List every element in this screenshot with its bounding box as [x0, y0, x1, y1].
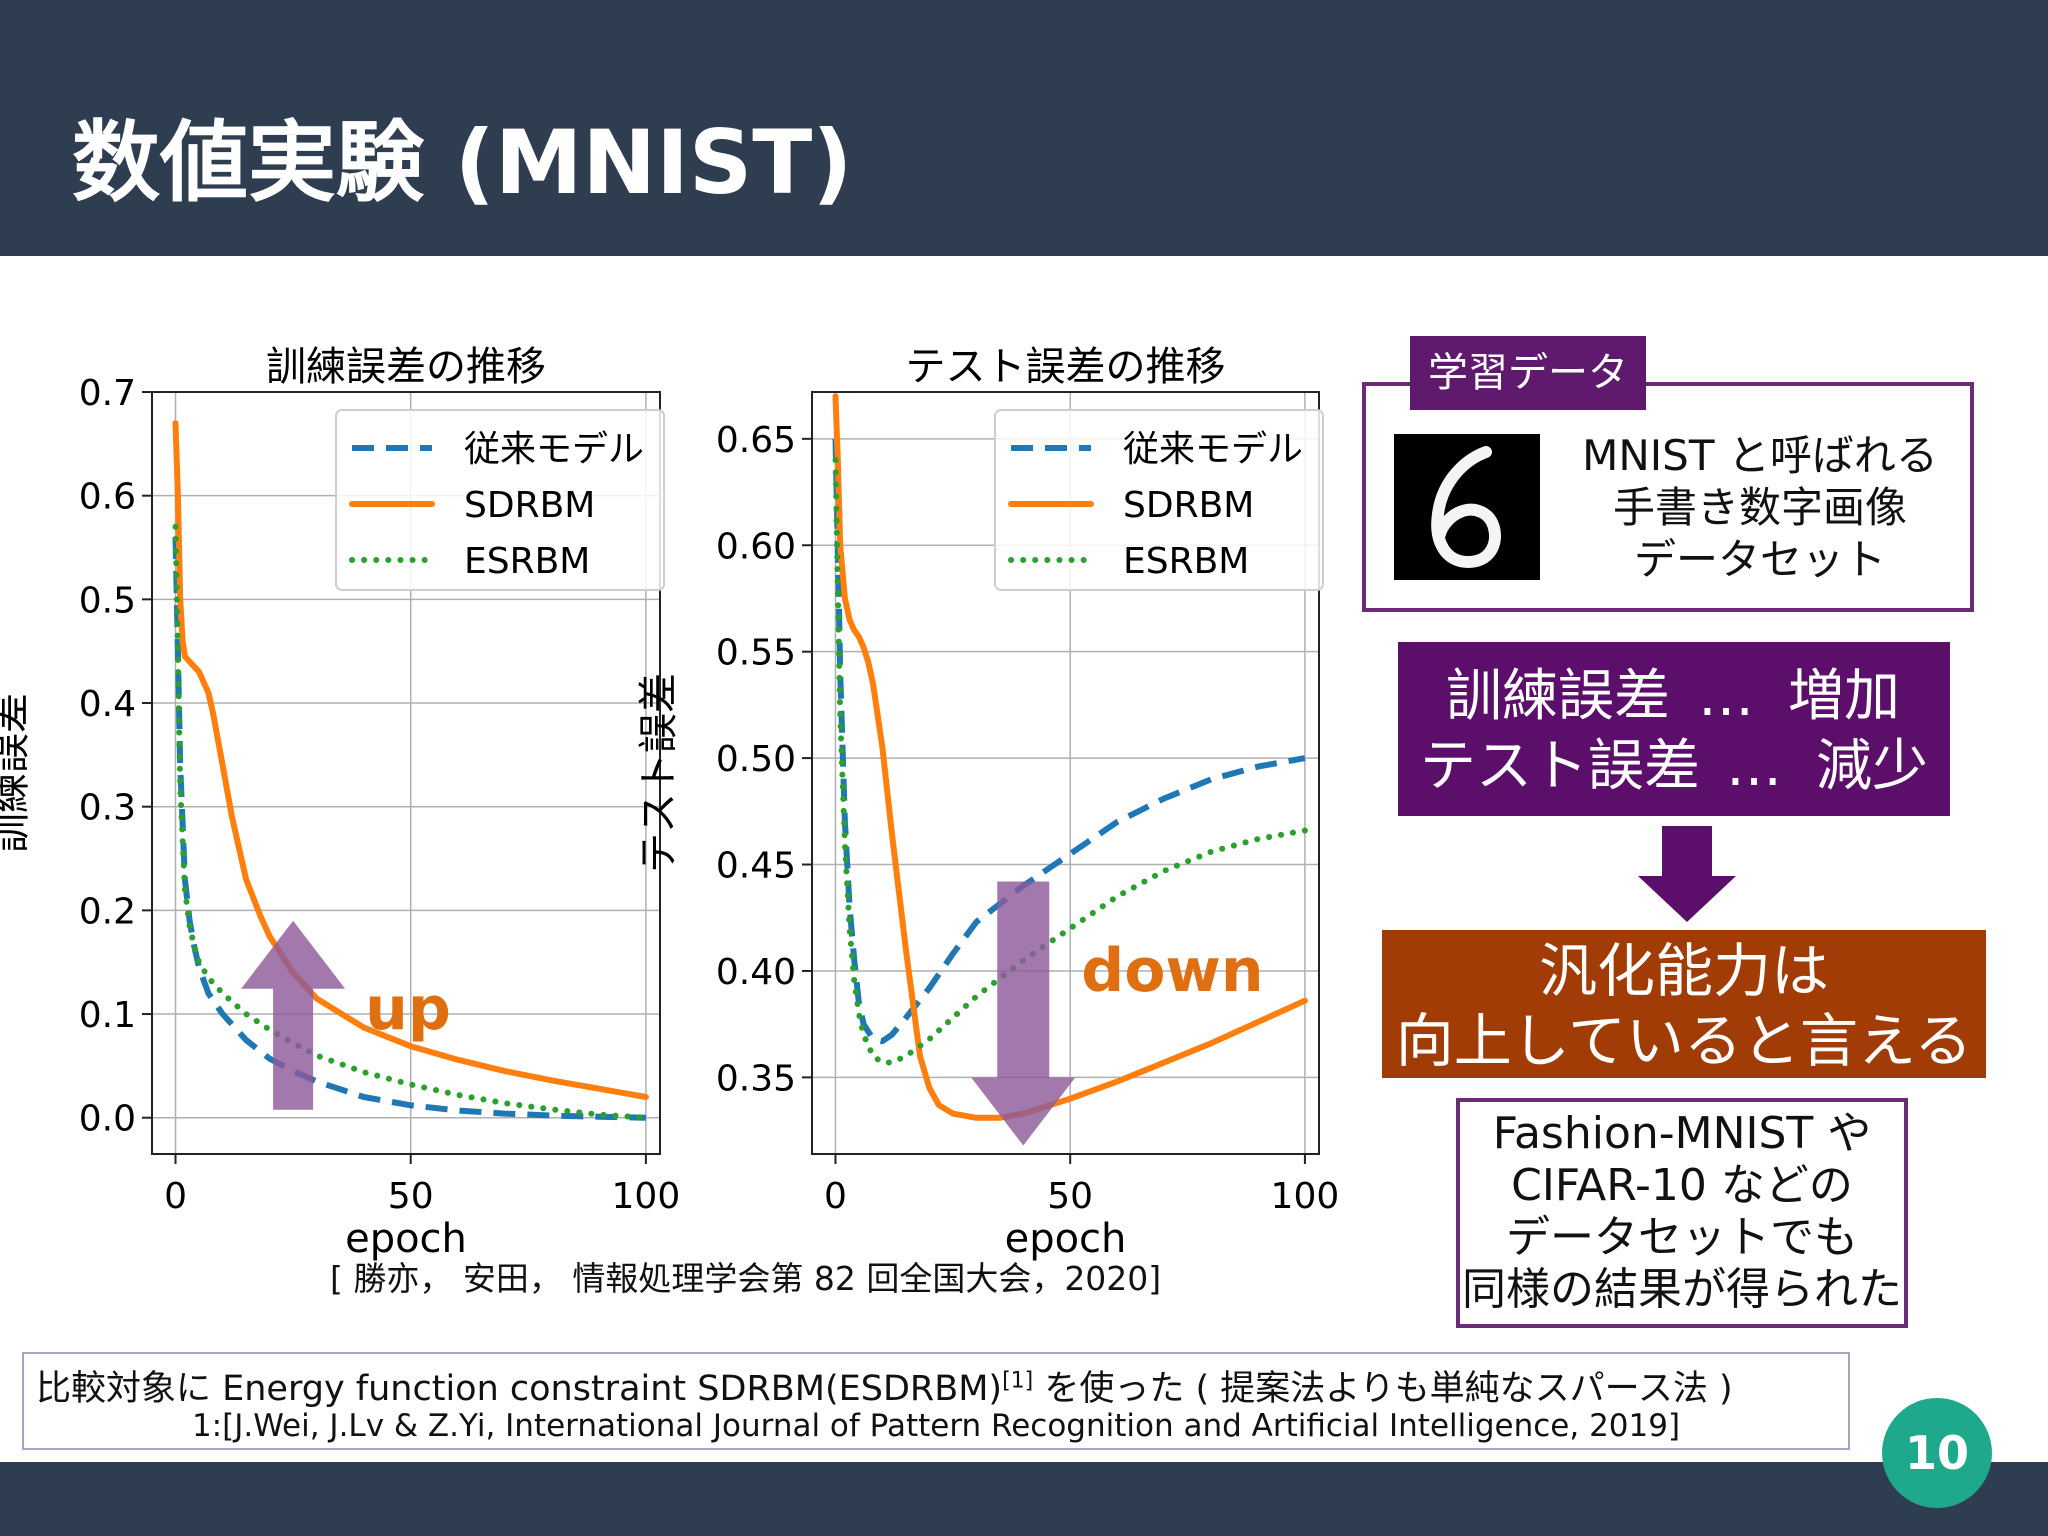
x-tick-label: 100: [612, 1176, 681, 1217]
footnote-text: を使った ( 提案法よりも単純なスパース法 ): [1033, 1369, 1733, 1409]
annotation-label: up: [365, 974, 451, 1044]
other-line: データセットでも: [1506, 1212, 1858, 1263]
y-tick-label: 0.5: [79, 580, 136, 621]
y-tick-label: 0.65: [716, 420, 796, 461]
other-line: Fashion-MNIST や: [1492, 1108, 1872, 1159]
x-tick-label: 0: [164, 1176, 187, 1217]
chart-title: テスト誤差の推移: [906, 344, 1226, 390]
y-tick-label: 0.40: [716, 952, 796, 993]
conclusion-box: 汎化能力は 向上していると言える: [1382, 930, 1986, 1078]
ellipsis: …: [1698, 664, 1754, 729]
footer-bar: [0, 1462, 2048, 1536]
other-datasets-box: Fashion-MNIST や CIFAR-10 などの データセットでも 同様…: [1456, 1098, 1908, 1328]
y-tick-label: 0.1: [79, 995, 136, 1036]
annotation-label: down: [1081, 936, 1263, 1006]
y-axis-label: テスト誤差: [636, 673, 682, 873]
annotation-arrow-icon: [241, 920, 346, 1110]
training-data-box: [1362, 382, 1974, 612]
data-line: データセット: [1633, 535, 1886, 584]
y-tick-label: 0.4: [79, 684, 136, 725]
series-line-dotted: [172, 523, 649, 1121]
footnote-box: 比較対象に Energy function constraint SDRBM(E…: [22, 1352, 1850, 1450]
data-line: 手書き数字画像: [1612, 483, 1907, 532]
y-tick-label: 0.7: [79, 373, 136, 414]
y-tick-label: 0.60: [716, 526, 796, 567]
result-summary-box: 訓練誤差 … 増加 テスト誤差 … 減少: [1398, 642, 1950, 816]
decrease-label: 減少: [1816, 734, 1928, 799]
train-error-label: 訓練誤差: [1446, 664, 1670, 729]
other-line: CIFAR-10 などの: [1511, 1160, 1853, 1211]
plot-frame: [811, 391, 1320, 1155]
x-tick-label: 100: [1271, 1176, 1340, 1217]
footnote-line-1: 比較対象に Energy function constraint SDRBM(E…: [36, 1360, 1733, 1411]
legend-label: ESRBM: [464, 541, 590, 582]
x-tick-label: 50: [388, 1176, 434, 1217]
test-error-label: テスト誤差: [1420, 734, 1700, 799]
y-tick-label: 0.55: [716, 633, 796, 674]
legend-label: 従来モデル: [1123, 429, 1303, 470]
mnist-digit-image: [1394, 434, 1540, 580]
legend-label: SDRBM: [464, 485, 595, 526]
y-tick-label: 0.0: [79, 1099, 136, 1140]
increase-label: 増加: [1788, 664, 1900, 729]
x-tick-label: 0: [824, 1176, 847, 1217]
series-line-solid: [172, 420, 649, 1100]
x-axis-label: epoch: [1005, 1216, 1127, 1262]
legend-label: 従来モデル: [464, 429, 644, 470]
x-tick-label: 50: [1047, 1176, 1093, 1217]
header-bar: 数値実験 (MNIST): [0, 0, 2048, 256]
y-tick-label: 0.50: [716, 739, 796, 780]
training-data-tab: 学習データ: [1410, 336, 1646, 410]
x-axis-label: epoch: [345, 1216, 467, 1262]
footnote-ref: [1]: [1002, 1368, 1034, 1394]
chart-title: 訓練誤差の推移: [266, 344, 546, 390]
y-tick-label: 0.2: [79, 891, 136, 932]
page-number: 10: [1882, 1398, 1992, 1508]
y-axis-label: 訓練誤差: [0, 693, 34, 853]
page-title: 数値実験 (MNIST): [72, 111, 853, 214]
legend-box: [994, 409, 1324, 591]
series-line-dashed: [172, 537, 646, 1121]
y-tick-label: 0.35: [716, 1058, 796, 1099]
down-arrow-icon: [1638, 826, 1736, 922]
series-line-dashed: [832, 438, 1306, 1045]
footnote-line-2: 1:[J.Wei, J.Lv & Z.Yi, International Jou…: [191, 1408, 1681, 1444]
legend-label: SDRBM: [1123, 485, 1254, 526]
conclusion-line: 向上していると言える: [1395, 1007, 1973, 1075]
series-line-dotted: [832, 457, 1308, 1066]
plot-frame: [151, 391, 661, 1155]
y-tick-label: 0.6: [79, 477, 136, 518]
y-tick-label: 0.3: [79, 788, 136, 829]
footnote-text: 比較対象に Energy function constraint SDRBM(E…: [36, 1369, 1003, 1409]
training-data-description: MNIST と呼ばれる 手書き数字画像 データセット: [1560, 430, 1960, 586]
data-line: MNIST と呼ばれる: [1582, 431, 1938, 480]
legend-box: [335, 409, 665, 591]
ellipsis: …: [1726, 734, 1782, 799]
y-tick-label: 0.45: [716, 846, 796, 887]
conclusion-line: 汎化能力は: [1538, 937, 1829, 1005]
series-line-solid: [832, 393, 1308, 1121]
train-error-chart: 0 50 100 0.0 0.1 0.2 0.3 0.4 0.5 0.6 0.7 訓練誤差の推移 epo…: [0, 344, 681, 1262]
annotation-arrow-icon: [971, 881, 1076, 1146]
legend-label: ESRBM: [1123, 541, 1249, 582]
test-error-chart: 0 50 100 0.35 0.40 0.45 0.50 0.55 0.60 0.65 テスト誤差の…: [636, 344, 1340, 1262]
other-line: 同様の結果が得られた: [1462, 1264, 1902, 1315]
citation: [ 勝亦， 安田， 情報処理学会第 82 回全国大会，2020]: [330, 1259, 1162, 1298]
